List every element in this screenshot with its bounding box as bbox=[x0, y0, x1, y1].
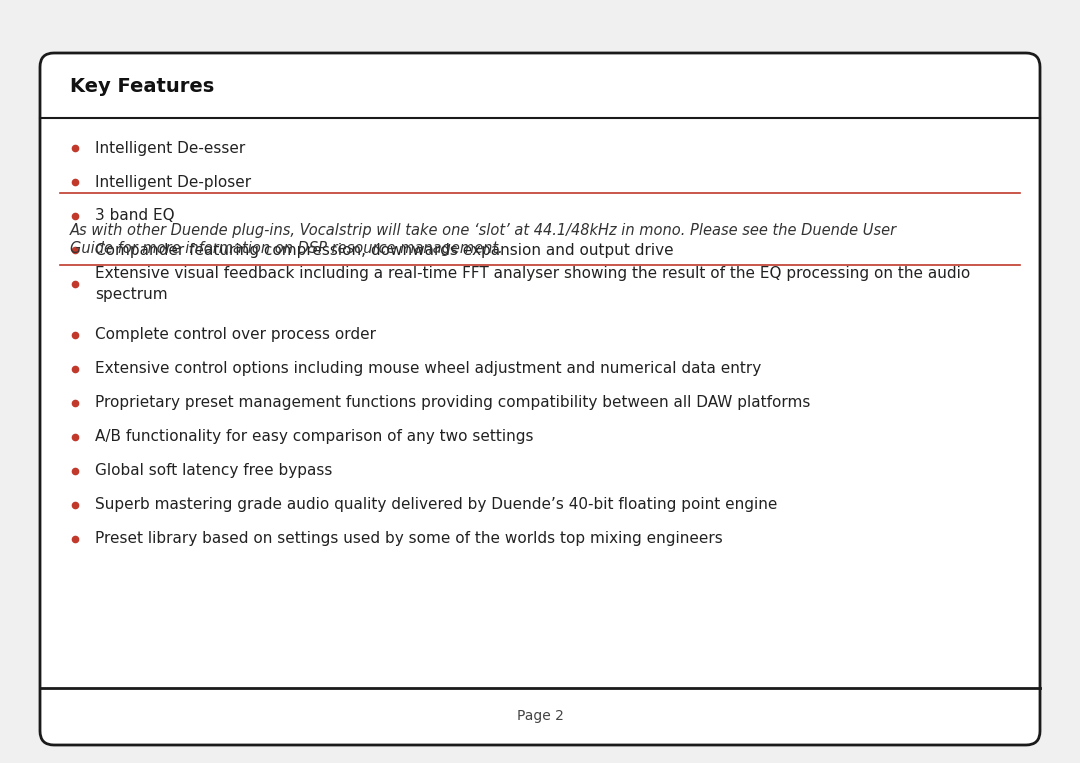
Text: Extensive visual feedback including a real-time FFT analyser showing the result : Extensive visual feedback including a re… bbox=[95, 266, 970, 302]
Text: Compander featuring compression, downwards expansion and output drive: Compander featuring compression, downwar… bbox=[95, 243, 674, 257]
Text: A/B functionality for easy comparison of any two settings: A/B functionality for easy comparison of… bbox=[95, 430, 534, 445]
Text: As with other Duende plug-ins, Vocalstrip will take one ‘slot’ at 44.1/48kHz in : As with other Duende plug-ins, Vocalstri… bbox=[70, 223, 897, 238]
Text: Complete control over process order: Complete control over process order bbox=[95, 327, 376, 343]
Text: Page 2: Page 2 bbox=[516, 709, 564, 723]
Text: Preset library based on settings used by some of the worlds top mixing engineers: Preset library based on settings used by… bbox=[95, 532, 723, 546]
Text: 3 band EQ: 3 band EQ bbox=[95, 208, 175, 224]
Text: Extensive control options including mouse wheel adjustment and numerical data en: Extensive control options including mous… bbox=[95, 362, 761, 376]
FancyBboxPatch shape bbox=[40, 53, 1040, 745]
Text: Superb mastering grade audio quality delivered by Duende’s 40-bit floating point: Superb mastering grade audio quality del… bbox=[95, 497, 778, 513]
Text: Intelligent De-esser: Intelligent De-esser bbox=[95, 140, 245, 156]
Text: Global soft latency free bypass: Global soft latency free bypass bbox=[95, 463, 333, 478]
Text: Key Features: Key Features bbox=[70, 76, 214, 95]
Text: Intelligent De-ploser: Intelligent De-ploser bbox=[95, 175, 252, 189]
Text: Guide for more information on DSP resource management.: Guide for more information on DSP resour… bbox=[70, 241, 503, 256]
Text: Proprietary preset management functions providing compatibility between all DAW : Proprietary preset management functions … bbox=[95, 395, 810, 410]
